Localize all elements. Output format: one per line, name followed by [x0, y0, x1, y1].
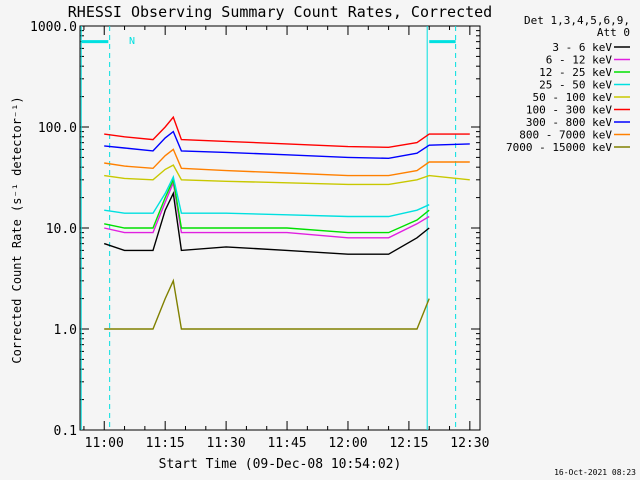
n-flag-label: N	[129, 36, 135, 47]
x-tick-label: 11:30	[207, 436, 246, 451]
x-tick-label: 11:00	[85, 436, 124, 451]
legend-label: 300 - 800 keV	[526, 116, 612, 129]
x-tick-label: 12:30	[450, 436, 489, 451]
timestamp: 16-Oct-2021 08:23	[554, 468, 636, 477]
legend-label: 6 - 12 keV	[546, 54, 613, 67]
legend-label: 50 - 100 keV	[533, 91, 613, 104]
x-tick-label: 11:45	[267, 436, 306, 451]
y-tick-label: 0.1	[54, 424, 77, 439]
series-line	[104, 174, 430, 218]
series-line	[103, 191, 430, 255]
legend-header-line-1: Det 1,3,4,5,6,9,	[524, 14, 630, 27]
legend-label: 12 - 25 keV	[539, 66, 612, 79]
series-line	[104, 177, 430, 234]
series-line	[104, 164, 470, 186]
x-axis-label: Start Time (09-Dec-08 10:54:02)	[159, 457, 402, 472]
legend-label: 800 - 7000 keV	[519, 129, 612, 142]
y-tick-label: 100.0	[38, 121, 77, 136]
series-line	[104, 148, 470, 177]
series-line	[104, 180, 430, 239]
legend-label: 7000 - 15000 keV	[506, 141, 612, 154]
legend-header-line-2: Att 0	[597, 26, 630, 39]
series-line	[104, 115, 470, 149]
x-tick-label: 11:15	[146, 436, 185, 451]
chart-title: RHESSI Observing Summary Count Rates, Co…	[68, 3, 492, 21]
y-tick-label: 1.0	[54, 323, 77, 338]
legend-label: 25 - 50 keV	[539, 79, 612, 92]
y-tick-label: 1000.0	[30, 20, 77, 35]
y-tick-label: 10.0	[46, 222, 77, 237]
x-tick-label: 12:00	[328, 436, 367, 451]
series-line	[104, 130, 470, 160]
x-tick-label: 12:15	[389, 436, 428, 451]
legend-label: 100 - 300 keV	[526, 104, 612, 117]
series-line	[104, 278, 430, 330]
legend-label: 3 - 6 keV	[552, 41, 612, 54]
y-axis-label: Corrected Count Rate (s⁻¹ detector⁻¹)	[10, 96, 24, 363]
